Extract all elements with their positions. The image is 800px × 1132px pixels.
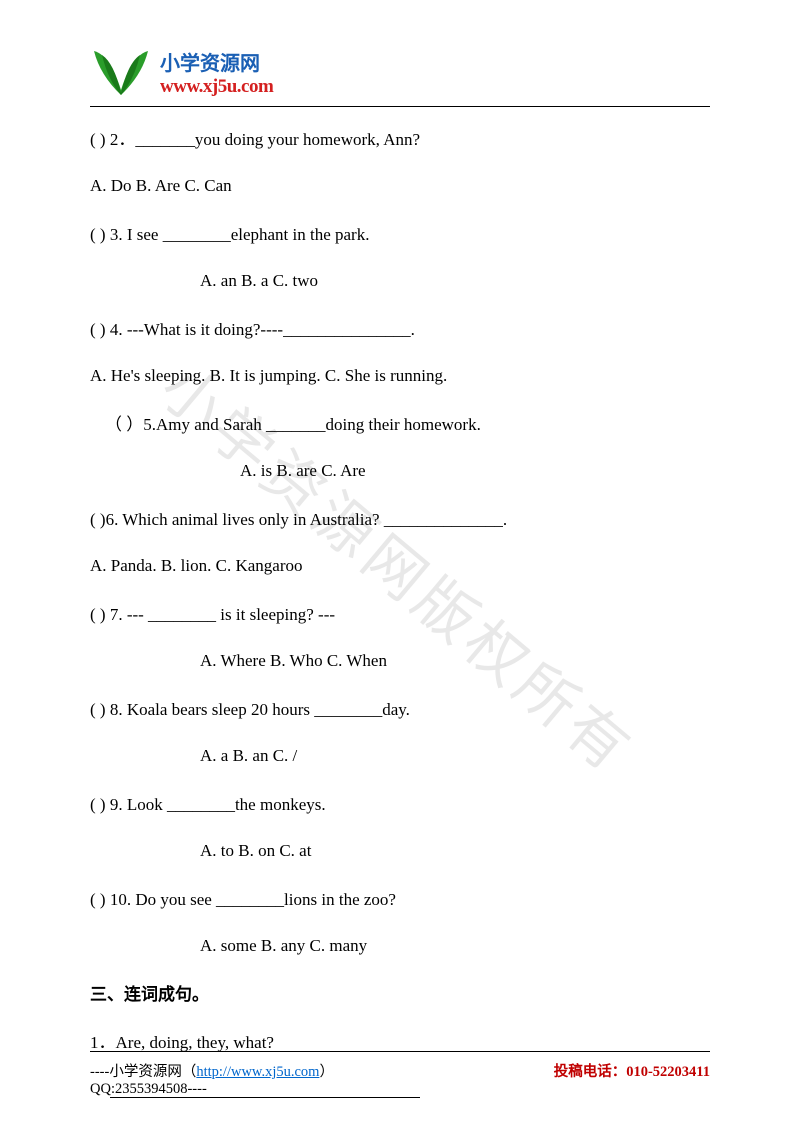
footer-right: 投稿电话：010-52203411 xyxy=(554,1060,710,1098)
q5-stem: （ ）5.Amy and Sarah _______doing their ho… xyxy=(90,412,710,438)
q2-options: A. Do B. Are C. Can xyxy=(90,173,710,199)
footer-prefix: ----小学资源网（ xyxy=(90,1064,196,1080)
header: 小学资源网 www.xj5u.com xyxy=(90,45,710,107)
section3-title: 三、连词成句。 xyxy=(90,982,710,1008)
q10-stem: ( ) 10. Do you see ________lions in the … xyxy=(90,887,710,913)
footer-link[interactable]: http://www.xj5u.com xyxy=(196,1064,319,1080)
footer: ----小学资源网（http://www.xj5u.com） QQ:235539… xyxy=(90,1051,710,1098)
logo-icon xyxy=(90,45,152,100)
footer-left-block: ----小学资源网（http://www.xj5u.com） QQ:235539… xyxy=(90,1060,334,1098)
url-com: .com xyxy=(237,76,274,97)
content: ( ) 2．_______you doing your homework, An… xyxy=(90,127,710,1124)
q8-options: A. a B. an C. / xyxy=(90,743,710,769)
q7-stem: ( ) 7. --- ________ is it sleeping? --- xyxy=(90,602,710,628)
site-name: 小学资源网 xyxy=(160,47,273,76)
footer-qq: QQ:2355394508---- xyxy=(90,1081,334,1098)
q4-stem: ( ) 4. ---What is it doing?----_________… xyxy=(90,317,710,343)
q5-options: A. is B. are C. Are xyxy=(90,458,710,484)
q8-stem: ( ) 8. Koala bears sleep 20 hours ______… xyxy=(90,697,710,723)
q10-options: A. some B. any C. many xyxy=(90,933,710,959)
q4-options: A. He's sleeping. B. It is jumping. C. S… xyxy=(90,363,710,389)
q6-options: A. Panda. B. lion. C. Kangaroo xyxy=(90,553,710,579)
footer-suffix: ） xyxy=(319,1064,334,1080)
q6-stem: ( )6. Which animal lives only in Austral… xyxy=(90,507,710,533)
page-container: 小学资源网 www.xj5u.com ( ) 2．_______you doin… xyxy=(0,0,800,1132)
q3-stem: ( ) 3. I see ________elephant in the par… xyxy=(90,222,710,248)
q9-options: A. to B. on C. at xyxy=(90,838,710,864)
q9-stem: ( ) 9. Look ________the monkeys. xyxy=(90,792,710,818)
q7-options: A. Where B. Who C. When xyxy=(90,648,710,674)
site-url: www.xj5u.com xyxy=(160,76,273,98)
header-text: 小学资源网 www.xj5u.com xyxy=(160,47,273,98)
q3-options: A. an B. a C. two xyxy=(90,268,710,294)
url-xj5u: xj5u xyxy=(203,76,237,97)
url-www: www. xyxy=(160,76,203,97)
footer-left: ----小学资源网（http://www.xj5u.com） xyxy=(90,1060,334,1081)
q2-stem: ( ) 2．_______you doing your homework, An… xyxy=(90,127,710,153)
